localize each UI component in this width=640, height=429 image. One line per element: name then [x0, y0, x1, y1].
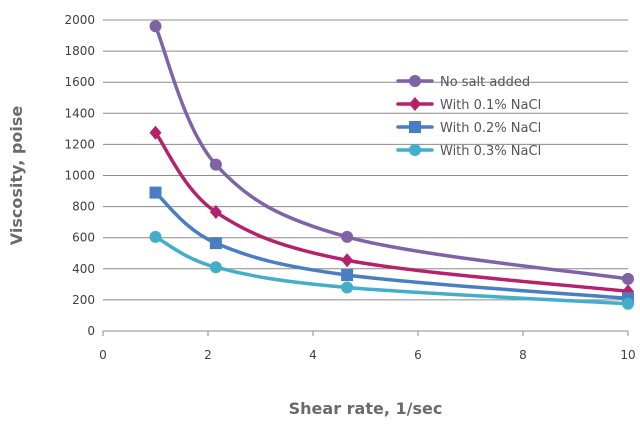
legend-entry: With 0.1% NaCl: [396, 97, 541, 113]
axis-layer: 0 200 400 600 800 1000 1200 1400 1600 1800 2000 0 2 4…: [64, 13, 635, 362]
series-line: [153, 130, 630, 294]
x-tick-label: 6: [414, 348, 422, 362]
data-point: [209, 261, 222, 274]
y-tick-label: 0: [87, 324, 95, 338]
data-point: [622, 272, 634, 285]
data-point: [209, 158, 222, 171]
legend: No salt added With 0.1% NaCl With 0.2% NaC…: [396, 75, 541, 159]
data-point: [209, 237, 222, 250]
legend-marker: [409, 75, 421, 87]
legend-marker: [409, 97, 421, 111]
data-point: [149, 230, 162, 243]
data-point: [341, 230, 354, 243]
series-group: [149, 20, 634, 285]
legend-label: No salt added: [440, 75, 530, 90]
y-tick-label: 200: [72, 293, 95, 307]
legend-label: With 0.1% NaCl: [440, 98, 541, 113]
x-tick-label: 8: [519, 348, 527, 362]
y-tick-label: 800: [72, 200, 95, 214]
y-axis-title: Viscosity, poise: [7, 106, 26, 246]
data-point: [149, 20, 162, 33]
legend-label: With 0.2% NaCl: [440, 121, 541, 136]
y-tick-label: 1600: [64, 75, 95, 89]
legend-entry: No salt added: [396, 75, 530, 90]
series-layer: [149, 20, 634, 310]
data-point: [622, 297, 634, 310]
series-line: [153, 24, 630, 281]
series-group: [149, 230, 634, 310]
data-point: [149, 125, 162, 140]
data-point: [341, 269, 354, 282]
grid-layer: [103, 19, 628, 332]
x-axis-title: Shear rate, 1/sec: [289, 399, 443, 418]
y-tick-label: 1200: [64, 137, 95, 151]
data-point: [341, 253, 354, 268]
y-tick-label: 1400: [64, 106, 95, 120]
x-tick-label: 2: [204, 348, 212, 362]
series-line: [153, 235, 630, 306]
y-tick-label: 1800: [64, 44, 95, 58]
legend-label: With 0.3% NaCl: [440, 144, 541, 159]
x-tick-label: 10: [620, 348, 635, 362]
legend-entry: With 0.2% NaCl: [396, 121, 541, 136]
x-tick-label: 4: [309, 348, 317, 362]
y-tick-label: 1000: [64, 169, 95, 183]
data-point: [149, 186, 162, 199]
data-point: [209, 205, 222, 220]
series-group: [149, 125, 634, 299]
series-line: [153, 190, 630, 301]
legend-marker: [409, 121, 421, 133]
y-tick-label: 600: [72, 231, 95, 245]
x-tick-label: 0: [99, 348, 107, 362]
data-point: [341, 281, 354, 294]
legend-marker: [409, 144, 421, 156]
legend-entry: With 0.3% NaCl: [396, 144, 541, 159]
y-tick-label: 400: [72, 262, 95, 276]
y-tick-label: 2000: [64, 13, 95, 27]
